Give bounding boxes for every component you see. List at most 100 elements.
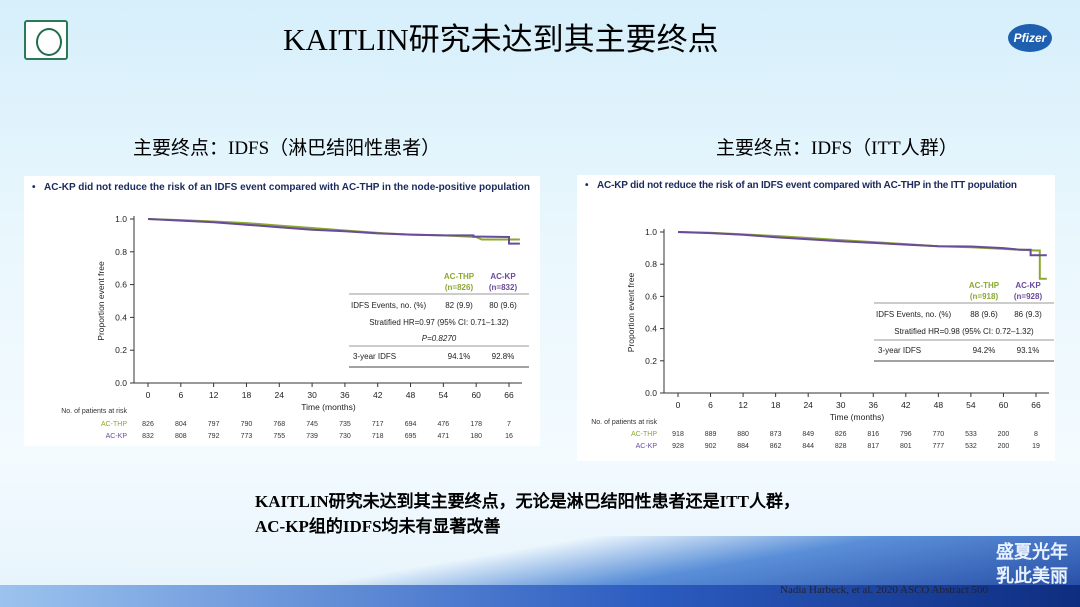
risk-count: 200 <box>998 431 1010 438</box>
idfs3-label: 3-year IDFS <box>353 352 396 361</box>
events-value: 88 (9.6) <box>970 310 998 319</box>
x-tick-label: 0 <box>676 400 681 410</box>
x-tick-label: 66 <box>504 390 514 400</box>
risk-count: 755 <box>273 433 285 440</box>
idfs3-label: 3-year IDFS <box>878 346 921 355</box>
km-chart-itt: • AC-KP did not reduce the risk of an IDF… <box>577 175 1055 461</box>
risk-count: 862 <box>770 443 782 450</box>
risk-count: 816 <box>867 431 879 438</box>
risk-count: 884 <box>737 443 749 450</box>
risk-count: 873 <box>770 431 782 438</box>
x-tick-label: 42 <box>901 400 911 410</box>
risk-count: 178 <box>470 421 482 428</box>
citation: Nadia Harbeck, et al. 2020 ASCO Abstract… <box>780 584 989 596</box>
risk-count: 801 <box>900 443 912 450</box>
y-tick-label: 0.4 <box>645 324 657 334</box>
x-tick-label: 60 <box>999 400 1009 410</box>
bullet-dot: • <box>585 180 589 191</box>
idfs3-value: 92.8% <box>492 352 515 361</box>
risk-count: 796 <box>900 431 912 438</box>
risk-count: 844 <box>802 443 814 450</box>
idfs3-value: 93.1% <box>1017 346 1040 355</box>
x-tick-label: 36 <box>340 390 350 400</box>
risk-count: 180 <box>470 433 482 440</box>
risk-count: 770 <box>933 431 945 438</box>
campaign-line-2: 乳此美丽 <box>996 566 1068 586</box>
risk-count: 828 <box>835 443 847 450</box>
events-value: 82 (9.9) <box>445 301 473 310</box>
risk-count: 928 <box>672 443 684 450</box>
x-tick-label: 42 <box>373 390 383 400</box>
conclusion-line-2: AC-KP组的IDFS均未有显著改善 <box>255 517 501 536</box>
risk-count: 768 <box>273 421 285 428</box>
risk-count: 717 <box>372 421 384 428</box>
risk-count: 849 <box>802 431 814 438</box>
p-value: P=0.8270 <box>422 334 457 343</box>
risk-table-label: No. of patients at risk <box>61 408 127 415</box>
km-chart-node-positive: • AC-KP did not reduce the risk of an IDF… <box>24 176 540 446</box>
risk-count: 7 <box>507 421 511 428</box>
risk-count: 695 <box>405 433 417 440</box>
legend-n-ac-kp: (n=832) <box>489 283 518 292</box>
chart-title: AC-KP did not reduce the risk of an IDFS… <box>597 180 1017 191</box>
risk-count: 826 <box>835 431 847 438</box>
risk-count: 808 <box>175 433 187 440</box>
y-tick-label: 0.4 <box>115 312 127 322</box>
x-tick-label: 6 <box>708 400 713 410</box>
risk-count: 745 <box>306 421 318 428</box>
idfs3-value: 94.1% <box>448 352 471 361</box>
x-tick-label: 54 <box>966 400 976 410</box>
x-tick-label: 24 <box>803 400 813 410</box>
risk-count: 804 <box>175 421 187 428</box>
risk-row-label: AC-KP <box>106 433 128 440</box>
x-tick-label: 30 <box>836 400 846 410</box>
risk-count: 832 <box>142 433 154 440</box>
x-tick-label: 48 <box>934 400 944 410</box>
events-value: 80 (9.6) <box>489 301 517 310</box>
risk-count: 718 <box>372 433 384 440</box>
y-tick-label: 0.6 <box>115 280 127 290</box>
risk-count: 735 <box>339 421 351 428</box>
km-curve-ac-kp <box>677 231 1047 257</box>
legend-ac-thp: AC-THP <box>969 281 1000 290</box>
risk-row-label: AC-KP <box>636 443 658 450</box>
risk-table-label: No. of patients at risk <box>591 419 657 426</box>
y-tick-label: 0.6 <box>645 291 657 301</box>
x-tick-label: 30 <box>307 390 317 400</box>
y-tick-label: 0.0 <box>645 388 657 398</box>
km-curve-ac-thp <box>677 231 1047 280</box>
x-tick-label: 6 <box>178 390 183 400</box>
risk-count: 532 <box>965 443 977 450</box>
hazard-ratio: Stratified HR=0.98 (95% CI: 0.72–1.32) <box>894 327 1034 336</box>
x-tick-label: 48 <box>406 390 416 400</box>
right-subtitle: 主要终点：IDFS（ITT人群） <box>716 138 958 159</box>
legend-ac-kp: AC-KP <box>490 272 516 281</box>
risk-row-label: AC-THP <box>101 421 127 428</box>
legend-n-ac-thp: (n=918) <box>970 292 999 301</box>
y-tick-label: 0.8 <box>115 247 127 257</box>
y-tick-label: 0.0 <box>115 378 127 388</box>
campaign-logo: 盛夏光年 乳此美丽 <box>928 540 1068 588</box>
x-tick-label: 66 <box>1031 400 1041 410</box>
x-axis-label: Time (months) <box>830 412 885 422</box>
risk-count: 471 <box>438 433 450 440</box>
risk-count: 792 <box>208 433 220 440</box>
slide-title: KAITLIN研究未达到其主要终点 <box>283 22 719 57</box>
x-tick-label: 24 <box>275 390 285 400</box>
km-curve-ac-kp <box>147 218 520 245</box>
legend-n-ac-kp: (n=928) <box>1014 292 1043 301</box>
campaign-line-1: 盛夏光年 <box>996 542 1068 562</box>
risk-count: 19 <box>1032 443 1040 450</box>
y-tick-label: 1.0 <box>115 214 127 224</box>
risk-count: 476 <box>438 421 450 428</box>
risk-count: 880 <box>737 431 749 438</box>
x-tick-label: 0 <box>146 390 151 400</box>
risk-count: 730 <box>339 433 351 440</box>
conclusion-text: KAITLIN研究未达到其主要终点，无论是淋巴结阳性患者还是ITT人群， AC-… <box>255 489 800 539</box>
hazard-ratio: Stratified HR=0.97 (95% CI: 0.71–1.32) <box>369 318 509 327</box>
risk-count: 200 <box>998 443 1010 450</box>
y-tick-label: 1.0 <box>645 227 657 237</box>
y-axis-label: Proportion event free <box>96 261 106 341</box>
left-subtitle: 主要终点：IDFS（淋巴结阳性患者） <box>133 138 441 159</box>
risk-count: 8 <box>1034 431 1038 438</box>
